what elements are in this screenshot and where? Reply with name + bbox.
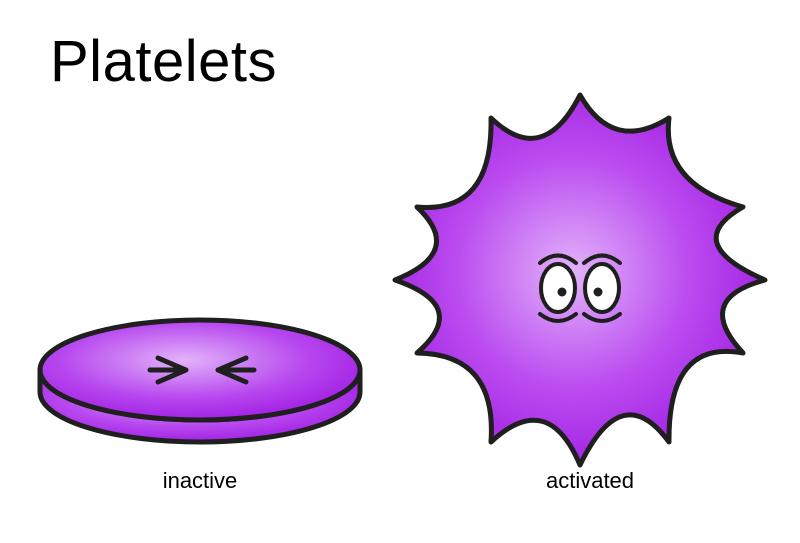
label-inactive: inactive: [120, 468, 280, 494]
platelet-illustration: [0, 0, 800, 543]
activated-body: [395, 95, 765, 465]
label-activated: activated: [500, 468, 680, 494]
diagram-stage: Platelets: [0, 0, 800, 543]
inactive-platelet: [40, 320, 360, 442]
activated-platelet: [395, 95, 765, 465]
